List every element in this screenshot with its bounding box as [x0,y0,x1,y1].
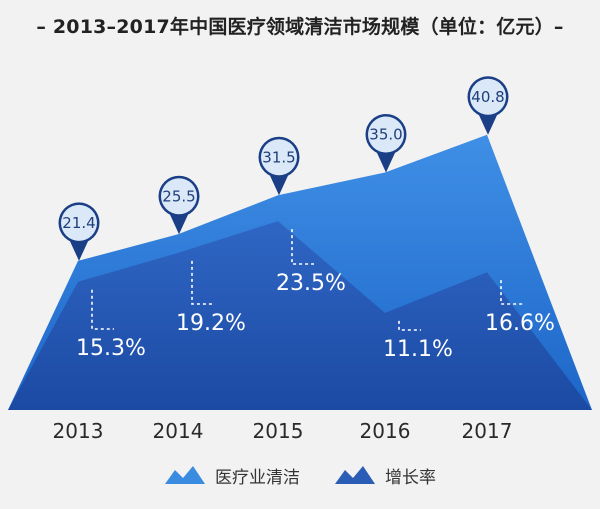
x-tick-label: 2017 [462,419,513,443]
growth-leader-line [91,289,114,330]
pin-pointer [477,110,499,135]
growth-label: 11.1% [383,337,453,362]
value-label: 25.5 [162,187,195,205]
legend-swatch-icon [165,466,205,484]
growth-label: 16.6% [485,311,555,336]
growth-label: 19.2% [176,311,246,336]
legend-swatch-icon [335,466,375,484]
area-series-growth [8,221,592,410]
growth-leader-line [500,280,523,305]
growth-leader-line [291,229,314,265]
pin-marker [368,116,404,153]
chart-title: – 2013–2017年中国医疗领域清洁市场规模（单位：亿元）– [36,16,564,38]
pin-pointer [375,148,397,173]
x-tick-label: 2014 [153,419,204,443]
value-label: 31.5 [262,148,295,166]
legend-label: 增长率 [385,468,436,488]
x-tick-label: 2013 [53,419,104,443]
growth-label: 23.5% [276,271,346,296]
legend-label: 医疗业清洁 [215,468,300,488]
x-tick-label: 2015 [253,419,304,443]
growth-label: 15.3% [76,336,146,361]
x-tick-label: 2016 [360,419,411,443]
pin-pointer [268,171,290,196]
pin-marker [470,78,506,115]
pin-marker [161,178,197,215]
pin-marker [261,139,297,176]
pin-pointer [168,210,190,235]
pin-marker [61,204,97,241]
value-label: 40.8 [471,88,504,106]
growth-leader-line [191,260,214,305]
value-label: 35.0 [369,126,402,144]
value-label: 21.4 [62,214,95,232]
pin-pointer [68,236,90,261]
